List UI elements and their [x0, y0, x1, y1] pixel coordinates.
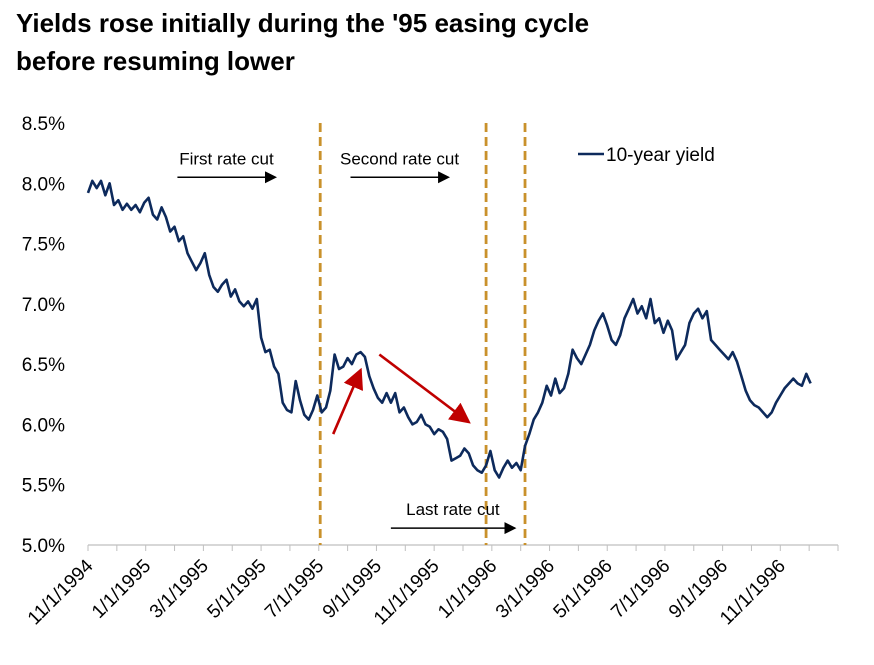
x-tick-label: 7/1/1995: [261, 556, 328, 623]
yield-series-line: [86, 179, 812, 479]
y-tick-label: 7.5%: [22, 235, 65, 256]
rate-cut-label: First rate cut: [179, 149, 274, 168]
chart-title: Yields rose initially during the '95 eas…: [16, 4, 589, 80]
y-tick-label: 7.0%: [22, 295, 65, 316]
rate-cut-label: Second rate cut: [340, 149, 459, 168]
chart-title-line-2: before resuming lower: [16, 46, 295, 76]
y-tick-label: 5.0%: [22, 536, 65, 557]
rate-cut-label: Last rate cut: [406, 500, 500, 519]
y-tick-label: 6.0%: [22, 415, 65, 436]
y-tick-label: 6.5%: [22, 355, 65, 376]
y-tick-label: 8.0%: [22, 174, 65, 195]
x-tick-label: 1/1/1995: [88, 556, 155, 623]
trend-arrow: [331, 367, 363, 435]
y-tick-label: 5.5%: [22, 476, 65, 497]
y-tick-label: 8.5%: [22, 114, 65, 135]
x-tick-label: 11/1/1994: [24, 555, 98, 629]
trend-arrow: [378, 353, 471, 424]
x-tick-label: 3/1/1996: [492, 556, 559, 623]
legend-label: 10-year yield: [606, 145, 715, 166]
x-tick-label: 7/1/1996: [607, 556, 674, 623]
x-tick-label: 5/1/1996: [550, 556, 617, 623]
x-tick-label: 5/1/1995: [203, 556, 270, 623]
chart-title-line-1: Yields rose initially during the '95 eas…: [16, 8, 590, 38]
x-tick-label: 3/1/1995: [146, 556, 213, 623]
x-tick-label: 1/1/1996: [434, 556, 501, 623]
